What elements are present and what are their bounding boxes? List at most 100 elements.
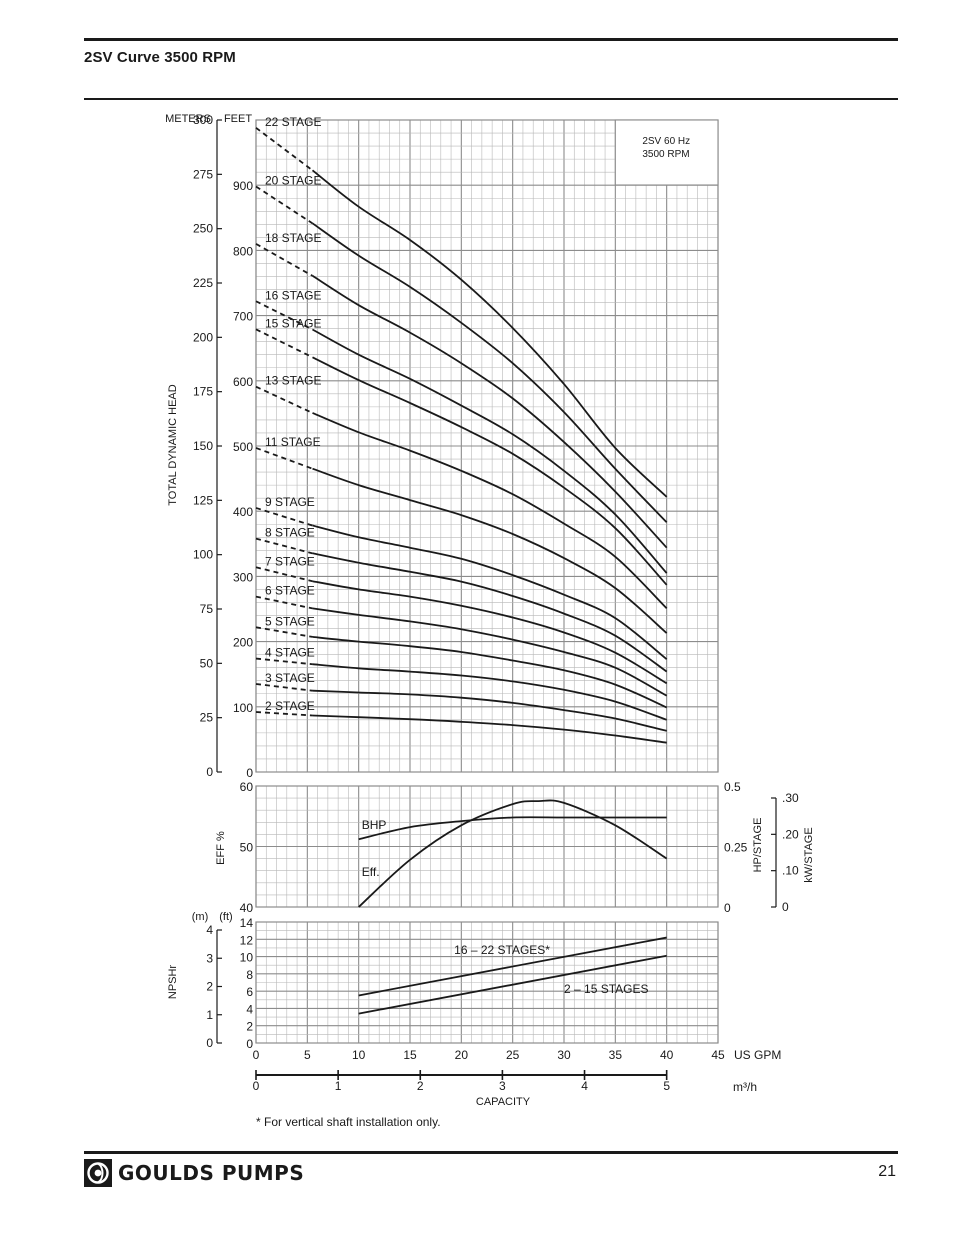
m3h-unit-label: m³/h — [733, 1080, 757, 1094]
curve-8-stage — [312, 552, 668, 673]
m3h-tick-label: 0 — [253, 1079, 260, 1093]
eff-tick-label: 50 — [240, 841, 254, 855]
gpm-tick-label: 5 — [304, 1048, 311, 1062]
npsh-ft-tick-label: 10 — [240, 951, 254, 965]
curve-20-stage — [311, 222, 668, 523]
feet-tick-label: 700 — [233, 310, 253, 324]
meters-tick-label: 275 — [193, 167, 213, 181]
curve-2-stage-dashed — [255, 711, 313, 717]
gpm-tick-label: 20 — [455, 1048, 469, 1062]
brand-name: GOULDS PUMPS — [118, 1161, 305, 1185]
curve-18-stage-dashed — [255, 243, 313, 277]
curve-13-stage — [312, 412, 668, 609]
curve-15-stage — [312, 356, 668, 586]
curve-label-22-stage: 22 STAGE — [265, 115, 321, 129]
curve-22-stage-dashed — [255, 127, 314, 172]
curve-13-stage-dashed — [255, 385, 313, 414]
feet-tick-label: 300 — [233, 570, 253, 584]
curve-4-stage — [312, 663, 667, 721]
curve-label-bhp: BHP — [362, 818, 387, 832]
feet-tick-label: 0 — [246, 766, 253, 780]
npsh-m-tick-label: 1 — [206, 1008, 213, 1022]
curve-label-3-stage: 3 STAGE — [265, 671, 315, 685]
curve-eff — [358, 799, 668, 908]
curve-label-9-stage: 9 STAGE — [265, 495, 315, 509]
curve-2-stage — [312, 714, 667, 744]
curve-layer — [255, 127, 668, 1015]
npsh-label-16-22: 16 – 22 STAGES* — [454, 943, 550, 957]
curve-3-stage-dashed — [255, 683, 313, 692]
hp-axis-title: HP/STAGE — [752, 818, 764, 873]
m3h-tick-label: 3 — [499, 1079, 506, 1093]
gpm-tick-label: 40 — [660, 1048, 674, 1062]
meters-axis-title: METERS — [165, 113, 211, 125]
curve-5-stage-dashed — [255, 626, 313, 638]
curve-15-stage-dashed — [255, 328, 313, 359]
gpm-tick-label: 0 — [253, 1048, 260, 1062]
npsh-ft-tick-label: 6 — [246, 985, 253, 999]
feet-tick-label: 200 — [233, 636, 253, 650]
npsh-m-title: (m) — [192, 911, 209, 923]
feet-tick-label: 800 — [233, 244, 253, 258]
curve-label-20-stage: 20 STAGE — [265, 174, 321, 188]
curve-16-stage — [312, 328, 668, 574]
gpm-tick-label: 30 — [557, 1048, 571, 1062]
meters-tick-label: 200 — [193, 330, 213, 344]
eff-axis-title: EFF % — [215, 831, 227, 865]
npsh-label-2-15: 2 – 15 STAGES — [564, 982, 649, 996]
footnote-text: * For vertical shaft installation only. — [256, 1115, 441, 1129]
curve-6-stage — [312, 607, 668, 697]
curve-11-stage — [312, 467, 668, 634]
meters-tick-label: 100 — [193, 548, 213, 562]
curve-bhp — [358, 816, 667, 841]
gpm-tick-label: 45 — [711, 1048, 725, 1062]
meters-tick-label: 225 — [193, 276, 213, 290]
kw-tick-label: .10 — [782, 864, 799, 878]
goulds-logo: GOULDS PUMPS — [84, 1158, 304, 1188]
meters-tick-label: 250 — [193, 222, 213, 236]
page-title: 2SV Curve 3500 RPM — [84, 49, 236, 66]
rating-note-hz: 2SV 60 Hz — [642, 136, 690, 147]
curve-4-stage-dashed — [255, 657, 313, 666]
npsh-curve-16-22 — [358, 936, 667, 997]
npsh-axis-title: NPSHr — [167, 965, 179, 1000]
grid-layer — [255, 119, 719, 1044]
npsh-ft-tick-label: 4 — [246, 1002, 253, 1016]
curve-label-eff: Eff. — [362, 865, 380, 879]
kw-tick-label: .30 — [782, 791, 799, 805]
eff-grid-frame — [255, 785, 719, 908]
curve-label-15-stage: 15 STAGE — [265, 316, 321, 330]
npsh-m-tick-label: 4 — [206, 923, 213, 937]
curve-9-stage-dashed — [255, 507, 313, 527]
curve-6-stage-dashed — [255, 595, 313, 610]
m3h-tick-label: 2 — [417, 1079, 424, 1093]
curve-9-stage — [312, 524, 668, 660]
gpm-tick-label: 35 — [609, 1048, 623, 1062]
goulds-logo-icon — [84, 1159, 112, 1187]
m3h-tick-label: 4 — [581, 1079, 588, 1093]
gpm-tick-label: 25 — [506, 1048, 520, 1062]
meters-tick-label: 175 — [193, 385, 213, 399]
npsh-m-tick-label: 3 — [206, 951, 213, 965]
capacity-axis-title: CAPACITY — [476, 1096, 531, 1108]
title-underline — [84, 98, 898, 100]
curve-22-stage — [311, 169, 668, 498]
feet-tick-label: 500 — [233, 440, 253, 454]
curve-label-16-stage: 16 STAGE — [265, 288, 321, 302]
curve-7-stage — [312, 580, 668, 685]
npsh-m-tick-label: 2 — [206, 980, 213, 994]
curve-label-18-stage: 18 STAGE — [265, 231, 321, 245]
gpm-unit-label: US GPM — [734, 1048, 781, 1062]
feet-tick-label: 400 — [233, 505, 253, 519]
curve-label-5-stage: 5 STAGE — [265, 614, 315, 628]
meters-tick-label: 300 — [193, 113, 213, 127]
hp-tick-label: 0.25 — [724, 841, 748, 855]
rating-note-rpm: 3500 RPM — [642, 149, 689, 160]
gpm-tick-label: 15 — [403, 1048, 417, 1062]
curve-label-4-stage: 4 STAGE — [265, 646, 315, 660]
npsh-ft-tick-label: 8 — [246, 968, 253, 982]
curve-label-6-stage: 6 STAGE — [265, 584, 315, 598]
curve-label-2-stage: 2 STAGE — [265, 699, 315, 713]
